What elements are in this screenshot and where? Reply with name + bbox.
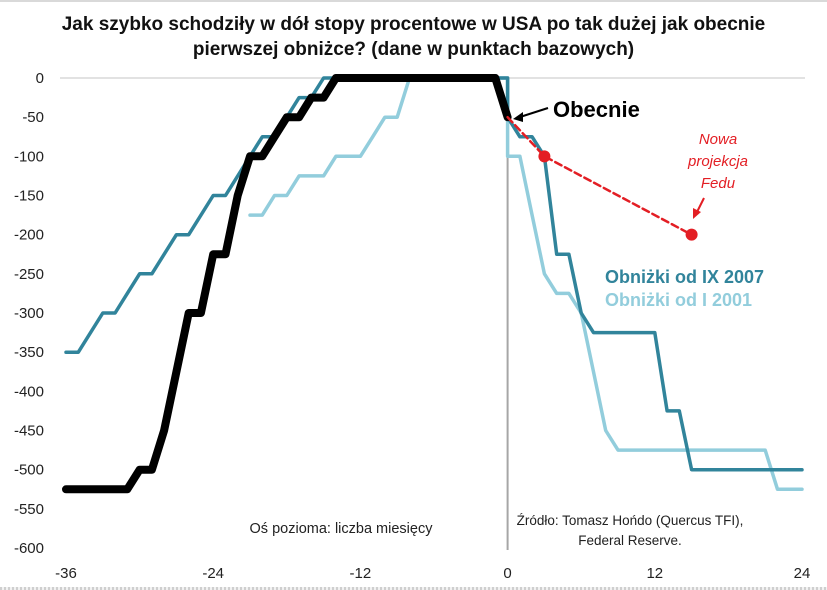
y-tick-label: -450 — [14, 423, 44, 440]
current-label: Obecnie — [553, 97, 640, 122]
fed-arrow-line — [696, 197, 705, 213]
series-line — [506, 115, 693, 236]
fed-marker — [538, 150, 551, 163]
chart-title: Jak szybko schodziły w dół stopy procent… — [0, 12, 827, 62]
x-tick-label: 12 — [646, 565, 663, 582]
y-axis: 0 -50 -100 -150 -200 -250 -300 -350 -400 -450 -500… — [14, 70, 44, 557]
y-tick-label: -200 — [14, 227, 44, 244]
current-annotation: Obecnie — [513, 97, 640, 122]
y-tick-label: -300 — [14, 305, 44, 322]
x-tick-label: 24 — [794, 565, 811, 582]
legend-2007: Obniżki od IX 2007 — [605, 267, 764, 287]
y-tick-label: -100 — [14, 148, 44, 165]
series-group — [62, 74, 804, 494]
y-tick-label: -550 — [14, 501, 44, 518]
fed-label-line-2: projekcja — [687, 153, 748, 170]
y-tick-label: -350 — [14, 344, 44, 361]
legend-2001: Obniżki od I 2001 — [605, 290, 752, 310]
arrow-down-icon — [693, 208, 701, 219]
y-tick-label: -250 — [14, 266, 44, 283]
fed-annotation: Nowa projekcja Fedu — [687, 131, 748, 219]
title-line-2: pierwszej obniżce? (dane w punktach bazo… — [192, 39, 635, 60]
title-line-1: Jak szybko schodziły w dół stopy procent… — [61, 14, 766, 35]
arrow-line — [519, 107, 549, 118]
y-tick-label: -50 — [22, 109, 44, 126]
bottom-border — [0, 587, 827, 590]
fed-marker — [685, 228, 698, 241]
axis-note: Oś pozioma: liczba miesięcy — [250, 521, 434, 537]
source-line-2: Federal Reserve. — [578, 533, 682, 548]
source-line-1: Źródło: Tomasz Hońdo (Quercus TFI), — [517, 513, 744, 528]
x-tick-label: -36 — [55, 565, 77, 582]
x-tick-label: 0 — [503, 565, 511, 582]
y-tick-label: 0 — [36, 70, 44, 87]
y-tick-label: -150 — [14, 188, 44, 205]
series-line — [62, 74, 512, 494]
fed-label-line-3: Fedu — [701, 175, 736, 192]
arrow-left-icon — [513, 112, 523, 122]
top-border — [0, 0, 827, 2]
series-line — [64, 76, 804, 472]
y-tick-label: -600 — [14, 540, 44, 557]
x-tick-label: -12 — [350, 565, 372, 582]
y-tick-label: -400 — [14, 383, 44, 400]
x-tick-label: -24 — [202, 565, 224, 582]
fed-label-line-1: Nowa — [699, 131, 737, 148]
y-tick-label: -500 — [14, 462, 44, 479]
x-axis: -36 -24 -12 0 12 24 — [55, 565, 810, 582]
